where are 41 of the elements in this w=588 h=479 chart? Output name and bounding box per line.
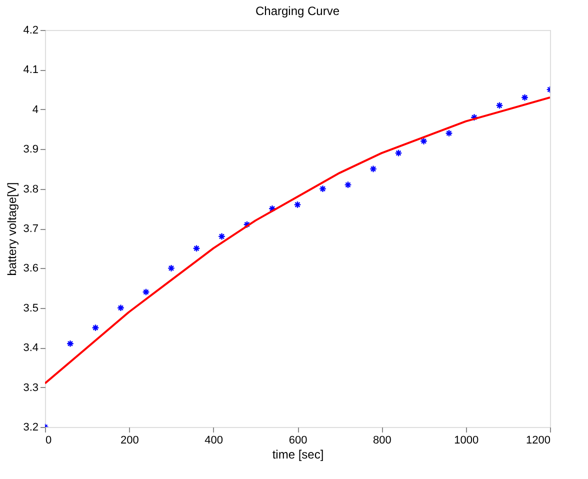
- x-tick-label: 600: [288, 434, 308, 446]
- y-axis-title: battery voltage[V]: [5, 182, 20, 276]
- x-tick-label: 1200: [526, 434, 550, 446]
- y-tick-label: 3.2: [23, 422, 38, 434]
- point: [142, 288, 150, 296]
- point: [369, 165, 378, 173]
- x-tick-label: 0: [46, 434, 52, 446]
- point: [520, 94, 529, 102]
- point: [66, 340, 74, 348]
- y-tick-label: 3.6: [23, 262, 38, 275]
- x-tick-label: 1000: [454, 434, 479, 446]
- point: [116, 304, 125, 312]
- y-tick-label: 4.2: [23, 24, 38, 36]
- y-tick-label: 4.1: [23, 64, 38, 76]
- x-tick-label: 800: [372, 434, 392, 446]
- y-tick-label: 3.5: [23, 302, 38, 314]
- y-tick-label: 3.7: [23, 223, 38, 235]
- point: [192, 244, 200, 252]
- x-tick-label: 200: [120, 434, 139, 446]
- point: [294, 200, 302, 208]
- y-tick-label: 3.8: [23, 183, 38, 196]
- point: [318, 185, 327, 193]
- x-axis-title: time [sec]: [272, 448, 324, 462]
- y-tick-label: 3.9: [23, 144, 38, 156]
- y-tick-label: 4: [32, 104, 38, 116]
- point: [394, 149, 402, 157]
- point: [496, 102, 504, 110]
- y-tick-label: 3.3: [23, 382, 38, 394]
- point: [167, 264, 176, 272]
- point: [445, 129, 453, 137]
- point: [344, 181, 352, 189]
- point: [218, 232, 226, 240]
- chart-title: Charging Curve: [255, 4, 340, 18]
- point: [243, 220, 251, 228]
- line-series: [45, 96, 550, 384]
- point: [470, 114, 478, 122]
- x-tick-label: 400: [204, 434, 224, 446]
- point: [268, 204, 276, 212]
- point: [420, 137, 428, 145]
- point: [92, 324, 100, 332]
- y-tick-label: 3.4: [23, 342, 38, 354]
